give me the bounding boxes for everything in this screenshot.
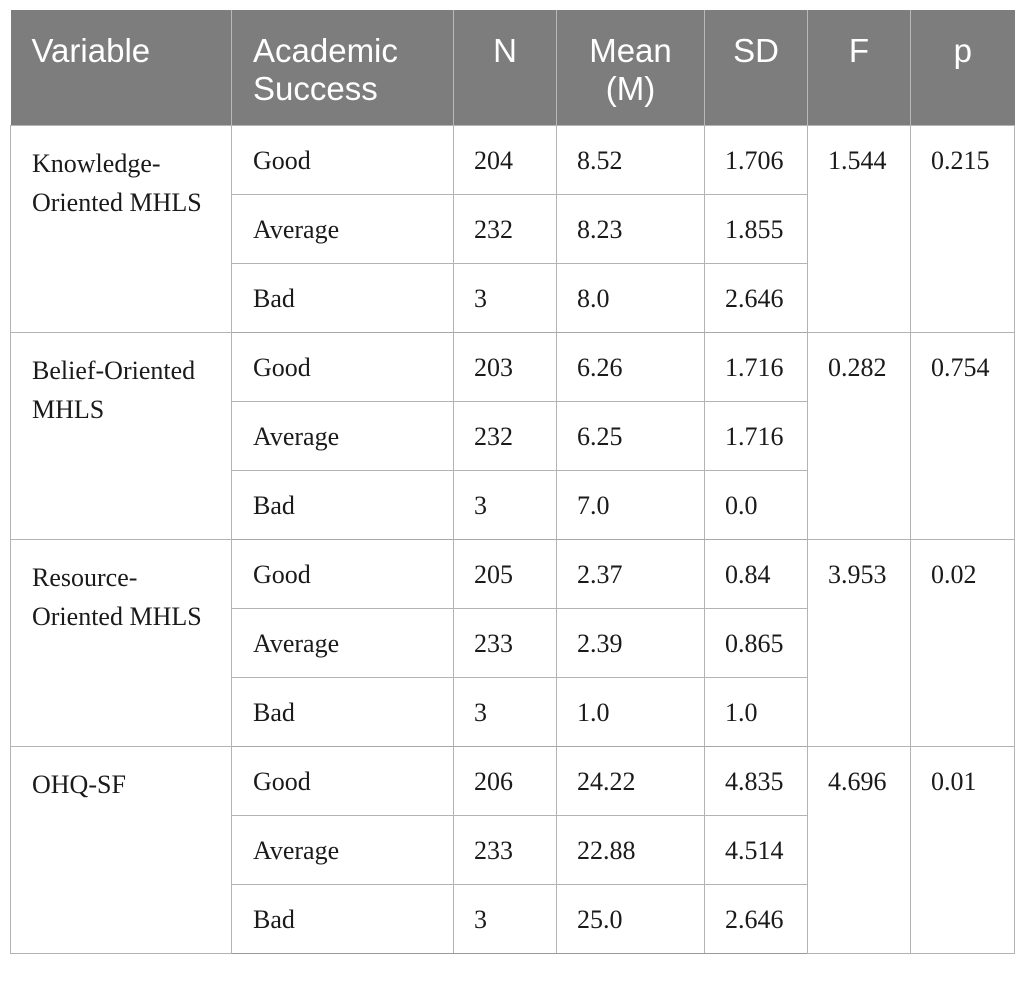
variable-cell: Belief-Oriented MHLS: [10, 331, 232, 540]
success-cell: Average: [231, 607, 454, 678]
n-cell: 3: [453, 262, 557, 333]
mean-cell: 24.22: [556, 745, 705, 816]
table-row: OHQ-SF Good 206 24.22 4.835 4.696 0.01: [10, 745, 1015, 954]
success-cell: Bad: [231, 676, 454, 747]
header-mean: Mean (M): [556, 10, 705, 125]
mean-cell: 8.0: [556, 262, 705, 333]
f-cell: 0.282: [807, 331, 911, 540]
n-cell: 3: [453, 883, 557, 954]
sd-cell: 4.514: [704, 814, 808, 885]
table-body: Knowledge-Oriented MHLS Good 204 8.52 1.…: [10, 124, 1015, 954]
n-cell: 3: [453, 676, 557, 747]
sd-cell: 0.0: [704, 469, 808, 540]
mean-cell: 1.0: [556, 676, 705, 747]
sd-cell: 4.835: [704, 745, 808, 816]
table-row: Belief-Oriented MHLS Good 203 6.26 1.716…: [10, 331, 1015, 540]
mean-cell: 2.37: [556, 538, 705, 609]
header-f: F: [807, 10, 911, 125]
mean-cell: 8.52: [556, 124, 705, 195]
sd-cell: 1.855: [704, 193, 808, 264]
mean-cell: 7.0: [556, 469, 705, 540]
mean-cell: 8.23: [556, 193, 705, 264]
p-cell: 0.01: [910, 745, 1015, 954]
n-cell: 232: [453, 193, 557, 264]
table-row: Average 232 6.25 1.716: [11, 400, 1015, 471]
sd-cell: 1.716: [704, 331, 808, 402]
mean-cell: 22.88: [556, 814, 705, 885]
table-row: Bad 3 1.0 1.0: [11, 676, 1015, 747]
sd-cell: 2.646: [704, 262, 808, 333]
sd-cell: 1.716: [704, 400, 808, 471]
success-cell: Bad: [231, 883, 454, 954]
f-cell: 3.953: [807, 538, 911, 747]
n-cell: 203: [453, 331, 557, 402]
sd-cell: 1.706: [704, 124, 808, 195]
n-cell: 3: [453, 469, 557, 540]
f-cell: 4.696: [807, 745, 911, 954]
n-cell: 233: [453, 814, 557, 885]
variable-cell: Resource-Oriented MHLS: [10, 538, 232, 747]
sd-cell: 1.0: [704, 676, 808, 747]
header-row: Variable Academic Success N Mean (M) SD …: [10, 10, 1015, 125]
n-cell: 205: [453, 538, 557, 609]
success-cell: Average: [231, 193, 454, 264]
n-cell: 206: [453, 745, 557, 816]
header-sd: SD: [704, 10, 808, 125]
sd-cell: 0.84: [704, 538, 808, 609]
table-row: Bad 3 8.0 2.646: [11, 262, 1015, 333]
variable-cell: OHQ-SF: [10, 745, 232, 954]
variable-cell: Knowledge-Oriented MHLS: [10, 124, 232, 333]
mean-cell: 6.26: [556, 331, 705, 402]
header-academic-success: Academic Success: [231, 10, 454, 125]
mean-cell: 25.0: [556, 883, 705, 954]
table-header: Variable Academic Success N Mean (M) SD …: [10, 10, 1015, 125]
p-cell: 0.754: [910, 331, 1015, 540]
success-cell: Bad: [231, 262, 454, 333]
success-cell: Good: [231, 331, 454, 402]
success-cell: Good: [231, 745, 454, 816]
header-n: N: [453, 10, 557, 125]
success-cell: Good: [231, 124, 454, 195]
table-row: Average 233 2.39 0.865: [11, 607, 1015, 678]
table-row: Bad 3 25.0 2.646: [11, 883, 1015, 954]
success-cell: Good: [231, 538, 454, 609]
success-cell: Average: [231, 400, 454, 471]
n-cell: 233: [453, 607, 557, 678]
success-cell: Bad: [231, 469, 454, 540]
p-cell: 0.215: [910, 124, 1015, 333]
mean-cell: 6.25: [556, 400, 705, 471]
header-p: p: [910, 10, 1015, 125]
p-cell: 0.02: [910, 538, 1015, 747]
n-cell: 204: [453, 124, 557, 195]
results-table: Variable Academic Success N Mean (M) SD …: [10, 10, 1015, 954]
sd-cell: 2.646: [704, 883, 808, 954]
table-row: Resource-Oriented MHLS Good 205 2.37 0.8…: [10, 538, 1015, 747]
table-row: Bad 3 7.0 0.0: [11, 469, 1015, 540]
table-row: Knowledge-Oriented MHLS Good 204 8.52 1.…: [10, 124, 1015, 333]
mean-cell: 2.39: [556, 607, 705, 678]
table-row: Average 233 22.88 4.514: [11, 814, 1015, 885]
success-cell: Average: [231, 814, 454, 885]
f-cell: 1.544: [807, 124, 911, 333]
header-variable: Variable: [10, 10, 232, 125]
n-cell: 232: [453, 400, 557, 471]
sd-cell: 0.865: [704, 607, 808, 678]
